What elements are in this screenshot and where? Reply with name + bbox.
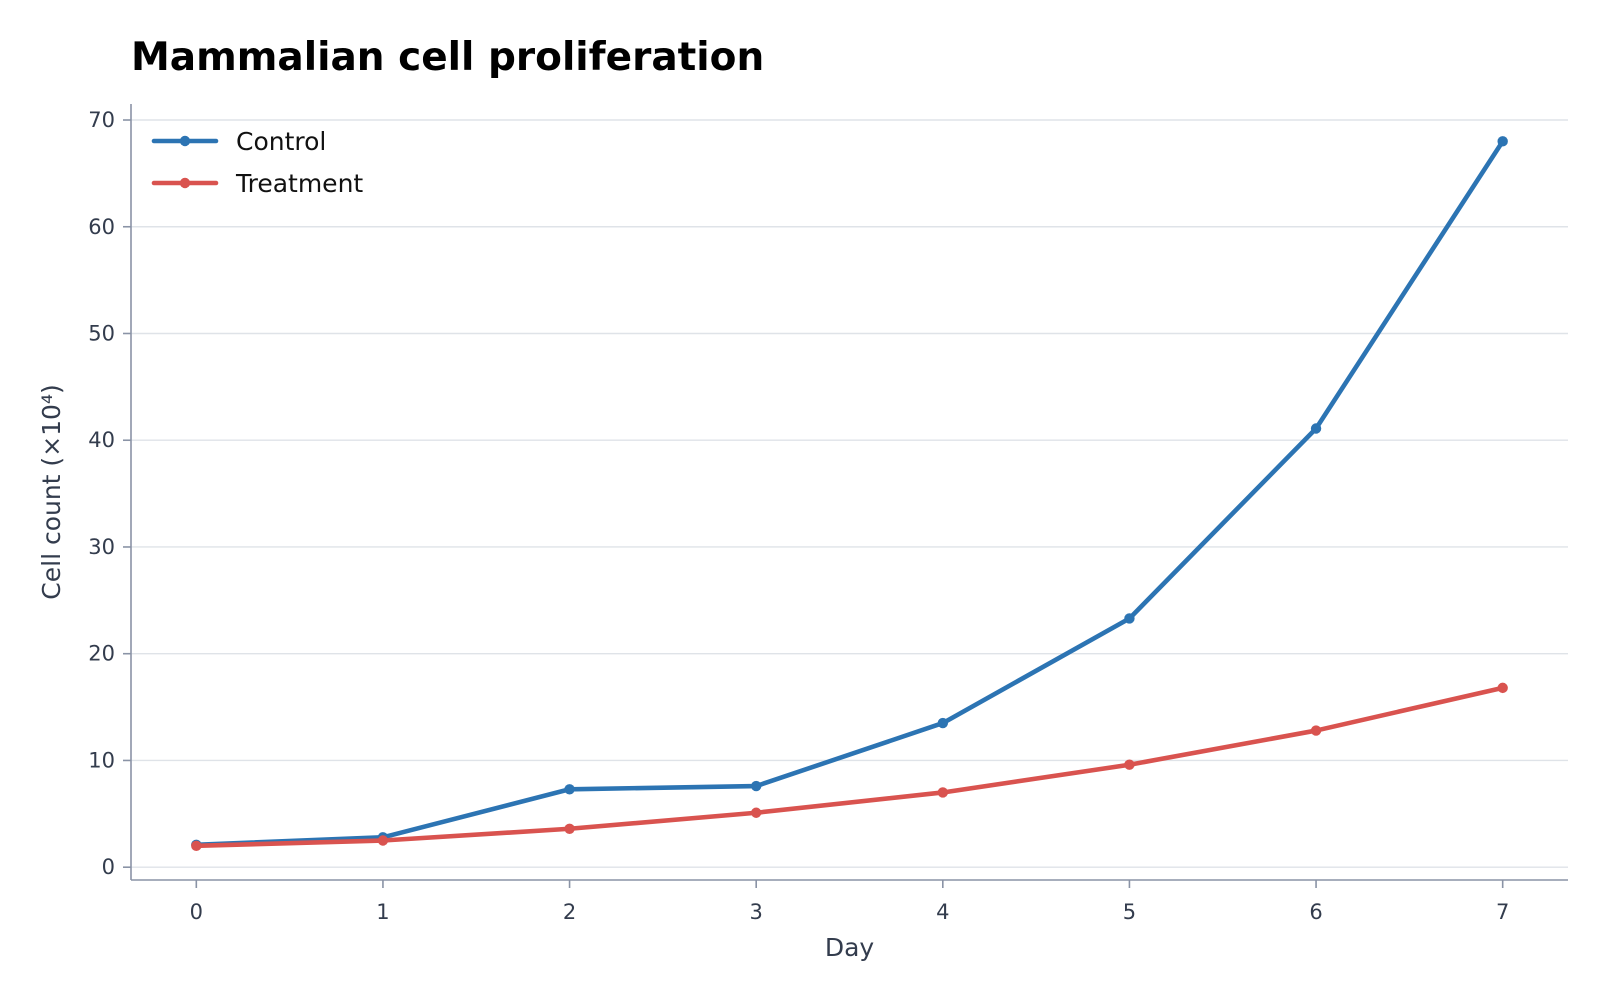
data-point-treatment bbox=[191, 840, 202, 852]
legend-swatch-marker bbox=[179, 135, 191, 147]
legend-label: Treatment bbox=[235, 169, 363, 198]
x-tick-label: 0 bbox=[190, 900, 203, 924]
x-tick-label: 1 bbox=[376, 900, 389, 924]
data-point-treatment bbox=[750, 807, 762, 818]
y-tick-label: 20 bbox=[88, 642, 115, 666]
y-tick-label: 10 bbox=[88, 748, 115, 772]
y-tick-label: 60 bbox=[88, 215, 115, 239]
y-axis-label: Cell count (×10⁴) bbox=[37, 384, 66, 599]
data-point-control bbox=[564, 784, 575, 795]
legend-swatch-marker bbox=[179, 177, 191, 189]
data-point-control bbox=[937, 717, 949, 729]
data-point-treatment bbox=[1124, 759, 1135, 770]
axes bbox=[130, 104, 1568, 881]
data-point-control bbox=[1310, 423, 1322, 434]
y-tick-label: 30 bbox=[88, 535, 115, 559]
x-tick-label: 5 bbox=[1123, 900, 1136, 924]
tick-labels: 0 10 20 30 40 50 60 70 0 1 2 3 4 5 6 7 bbox=[88, 108, 1509, 924]
y-tick-label: 40 bbox=[88, 428, 115, 452]
series-line-treatment bbox=[194, 685, 1505, 849]
x-tick-label: 4 bbox=[936, 900, 949, 924]
y-tick-label: 0 bbox=[102, 855, 115, 879]
data-point-treatment bbox=[1310, 725, 1322, 736]
data-point-control bbox=[1497, 136, 1508, 147]
y-tick-label: 50 bbox=[88, 321, 115, 345]
data-point-treatment bbox=[377, 835, 389, 846]
series-treatment bbox=[191, 682, 1508, 852]
x-tick-label: 3 bbox=[750, 900, 763, 924]
data-point-control bbox=[1124, 613, 1135, 624]
x-axis-label: Day bbox=[825, 933, 875, 962]
x-tick-label: 7 bbox=[1496, 900, 1509, 924]
x-tick-label: 6 bbox=[1309, 900, 1322, 924]
chart-title: Mammalian cell proliferation bbox=[131, 35, 764, 80]
y-tick-label: 70 bbox=[88, 108, 115, 132]
data-point-control bbox=[750, 780, 762, 792]
series-line-control bbox=[194, 139, 1505, 848]
x-tick-label: 2 bbox=[563, 900, 576, 924]
data-point-treatment bbox=[564, 823, 575, 834]
data-point-treatment bbox=[1497, 682, 1508, 694]
grid-lines bbox=[131, 119, 1568, 868]
series-control bbox=[191, 136, 1508, 850]
legend-item-control: Control bbox=[151, 127, 326, 156]
legend: Control Treatment bbox=[151, 127, 363, 198]
data-point-treatment bbox=[937, 787, 949, 798]
legend-item-treatment: Treatment bbox=[151, 169, 363, 198]
legend-label: Control bbox=[236, 127, 326, 156]
series-lines bbox=[191, 136, 1508, 852]
